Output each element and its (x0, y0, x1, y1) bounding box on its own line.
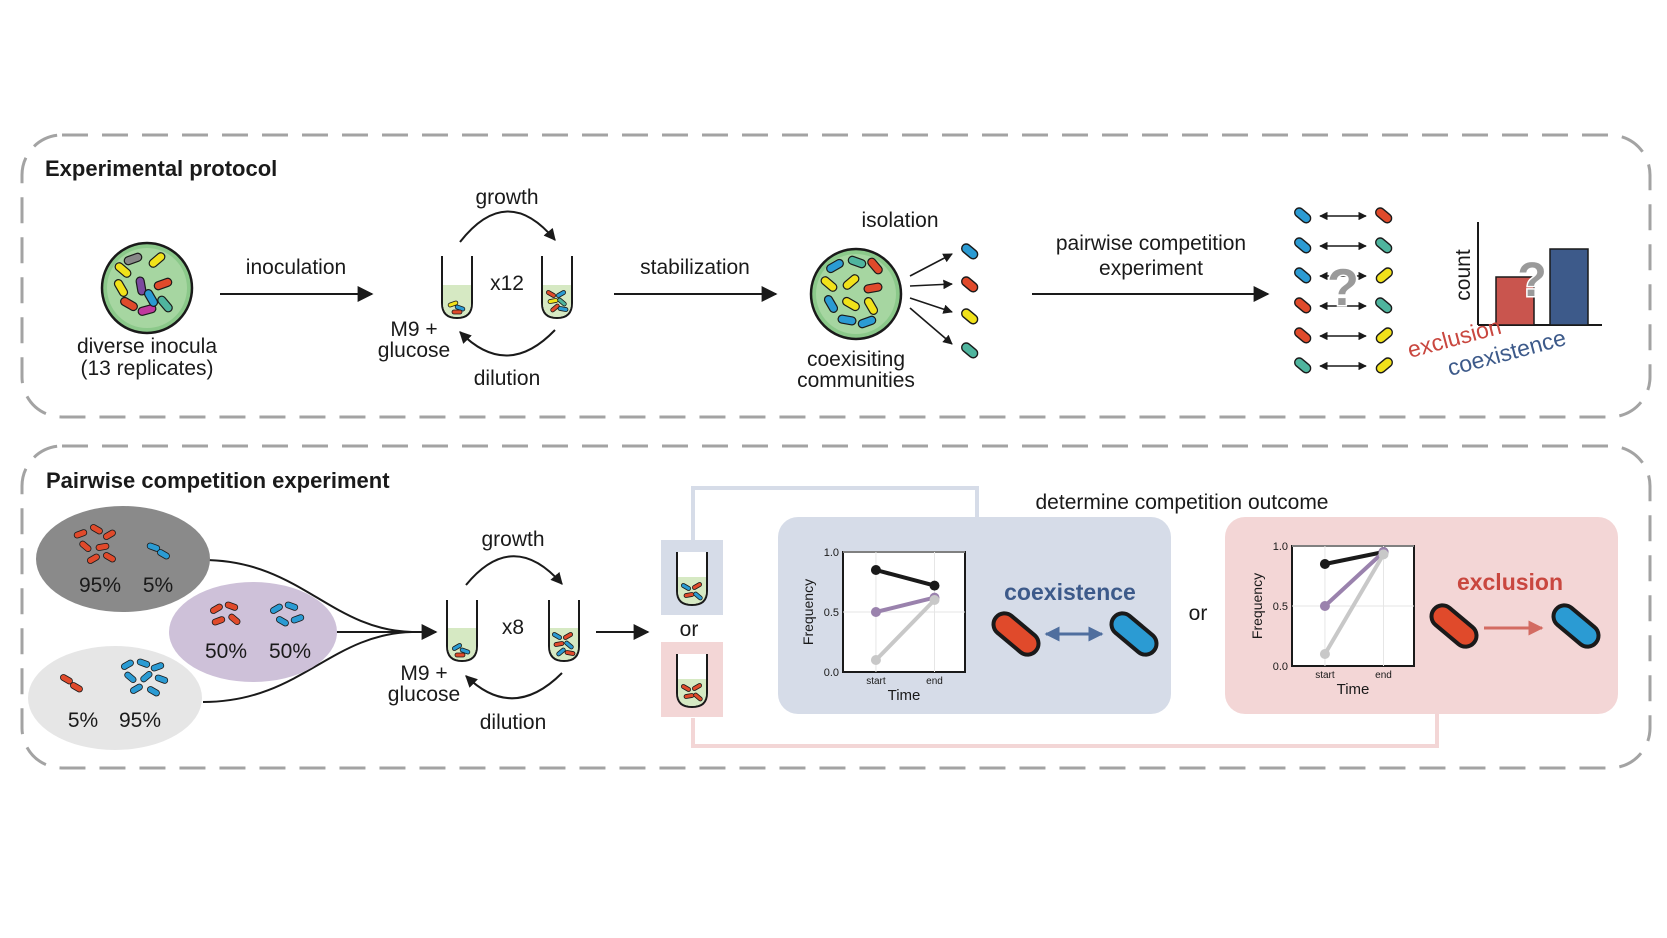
chart-series-line (874, 598, 936, 662)
chart-y-tick-label: 1.0 (1273, 541, 1288, 553)
chart-series-line (1324, 550, 1384, 566)
count-axis-label: count (1452, 249, 1475, 301)
chart-point (929, 580, 940, 591)
exclusion-connector (691, 712, 1439, 748)
panel-pairwise-competition: Pairwise competition experiment 95% (20, 444, 1652, 770)
determine-outcome-label: determine competition outcome (1036, 491, 1329, 514)
chart-point (1319, 601, 1330, 611)
exclusion-box: 0.0 0.5 1.0 start end Time Frequency exclusion (1225, 517, 1618, 714)
chart-series-line (875, 595, 935, 614)
mix-5-95: 5% 95% (28, 646, 202, 750)
growth-arrow-top (459, 210, 556, 243)
panel-title-pairwise: Pairwise competition experiment (46, 468, 390, 493)
coexistence-label: coexistence (1004, 579, 1136, 605)
coexistence-box: 0.0 0.5 1.0 start end Time Frequency coexisten… (778, 517, 1171, 714)
chart-x-tick-label: end (1375, 670, 1392, 681)
red-bacterium-icon (1429, 603, 1479, 649)
chart-point (870, 655, 881, 665)
chart-series-line (875, 568, 936, 588)
growth-arrow-bottom (465, 555, 563, 586)
coexist-connector (691, 486, 979, 545)
isolates (961, 243, 979, 359)
chart-point (929, 595, 940, 605)
panel-title-protocol: Experimental protocol (45, 156, 277, 181)
growth-label-bottom: growth (481, 528, 544, 551)
tube-end-bottom (548, 600, 580, 663)
outcome-tube-exclusion (661, 642, 723, 717)
chart-y-tick-label: 0.5 (824, 607, 839, 619)
chart-point (870, 607, 881, 617)
chart-series-line (1323, 550, 1385, 608)
inocula-label-1: diverse inocula (77, 335, 217, 358)
chart-y-tick-label: 1.0 (824, 547, 839, 559)
dilution-label-bottom: dilution (480, 711, 547, 734)
chart-y-axis-label: Frequency (800, 579, 816, 645)
mix-1-pct-b: 5% (143, 574, 173, 597)
inoculation-label: inoculation (246, 256, 346, 279)
bar-exclusion (1495, 276, 1535, 326)
dilution-arrow-top (459, 329, 556, 357)
chart-series-line (1323, 553, 1386, 656)
chart-point (870, 565, 881, 575)
or-label-outcomes: or (1189, 602, 1208, 625)
question-mark-pairs: ? (1327, 259, 1359, 317)
tube-start-bottom (446, 600, 478, 663)
inocula-dish (100, 241, 194, 335)
chart-point (1378, 549, 1389, 560)
coexistence-line-chart: 0.0 0.5 1.0 start end Time Frequency (800, 547, 966, 704)
mix-connectors (202, 559, 413, 703)
blue-bacterium-icon (1551, 603, 1601, 649)
medium-label-top-2: glucose (378, 339, 450, 362)
cycles-label-top: x12 (490, 272, 524, 295)
dilution-arrow-bottom (465, 672, 563, 700)
medium-label-top-1: M9 + (390, 318, 437, 341)
tube-start-top (441, 256, 473, 320)
communities-label-2: communities (797, 369, 915, 392)
medium-label-bottom-1: M9 + (400, 662, 447, 685)
pair-matrix (1294, 207, 1393, 374)
exclusion-label: exclusion (1457, 569, 1563, 595)
chart-x-axis-label: Time (888, 687, 921, 704)
isolation-label: isolation (861, 209, 938, 232)
mix-3-pct-a: 5% (68, 709, 98, 732)
medium-label-bottom-2: glucose (388, 683, 460, 706)
isolation-arrows (909, 253, 953, 345)
question-mark-bars: ? (1517, 254, 1546, 307)
mix-3-pct-b: 95% (119, 709, 161, 732)
mix-95-5: 95% 5% (36, 506, 210, 612)
blue-bacterium-icon (1109, 611, 1159, 657)
mix-1-pct-a: 95% (79, 574, 121, 597)
communities-label-1: coexisiting (807, 348, 905, 371)
inocula-label-2: (13 replicates) (80, 357, 213, 380)
mix-2-pct-b: 50% (269, 640, 311, 663)
pairwise-label-1: pairwise competition (1056, 232, 1246, 255)
outcome-bar-chart: ? count exclusion coexistence (1405, 222, 1602, 381)
chart-point (1319, 649, 1330, 659)
cycles-label-bottom: x8 (502, 616, 524, 639)
mix-50-50: 50% 50% (169, 582, 337, 682)
red-bacterium-icon (991, 611, 1041, 657)
chart-y-tick-label: 0.0 (1273, 661, 1288, 673)
outcome-tube-coexist (661, 540, 723, 615)
or-label-tubes: or (680, 618, 699, 641)
chart-x-axis-label: Time (1337, 681, 1370, 698)
exclusion-line-chart: 0.0 0.5 1.0 start end Time Frequency (1249, 541, 1415, 698)
community-dish (809, 247, 903, 341)
chart-y-tick-label: 0.0 (824, 667, 839, 679)
chart-y-axis-label: Frequency (1249, 573, 1265, 639)
dilution-label-top: dilution (474, 367, 541, 390)
chart-x-tick-label: end (926, 676, 943, 687)
chart-x-tick-label: start (866, 676, 886, 687)
mix-2-pct-a: 50% (205, 640, 247, 663)
panel-experimental-protocol: Experimental protocol diverse inocula (1… (20, 133, 1652, 419)
bar-coexistence (1549, 248, 1589, 326)
chart-point (1319, 559, 1330, 569)
chart-x-tick-label: start (1315, 670, 1335, 681)
stabilization-label: stabilization (640, 256, 750, 279)
chart-y-tick-label: 0.5 (1273, 601, 1288, 613)
growth-label-top: growth (475, 186, 538, 209)
tube-end-top (541, 256, 573, 320)
pairwise-label-2: experiment (1099, 257, 1203, 280)
